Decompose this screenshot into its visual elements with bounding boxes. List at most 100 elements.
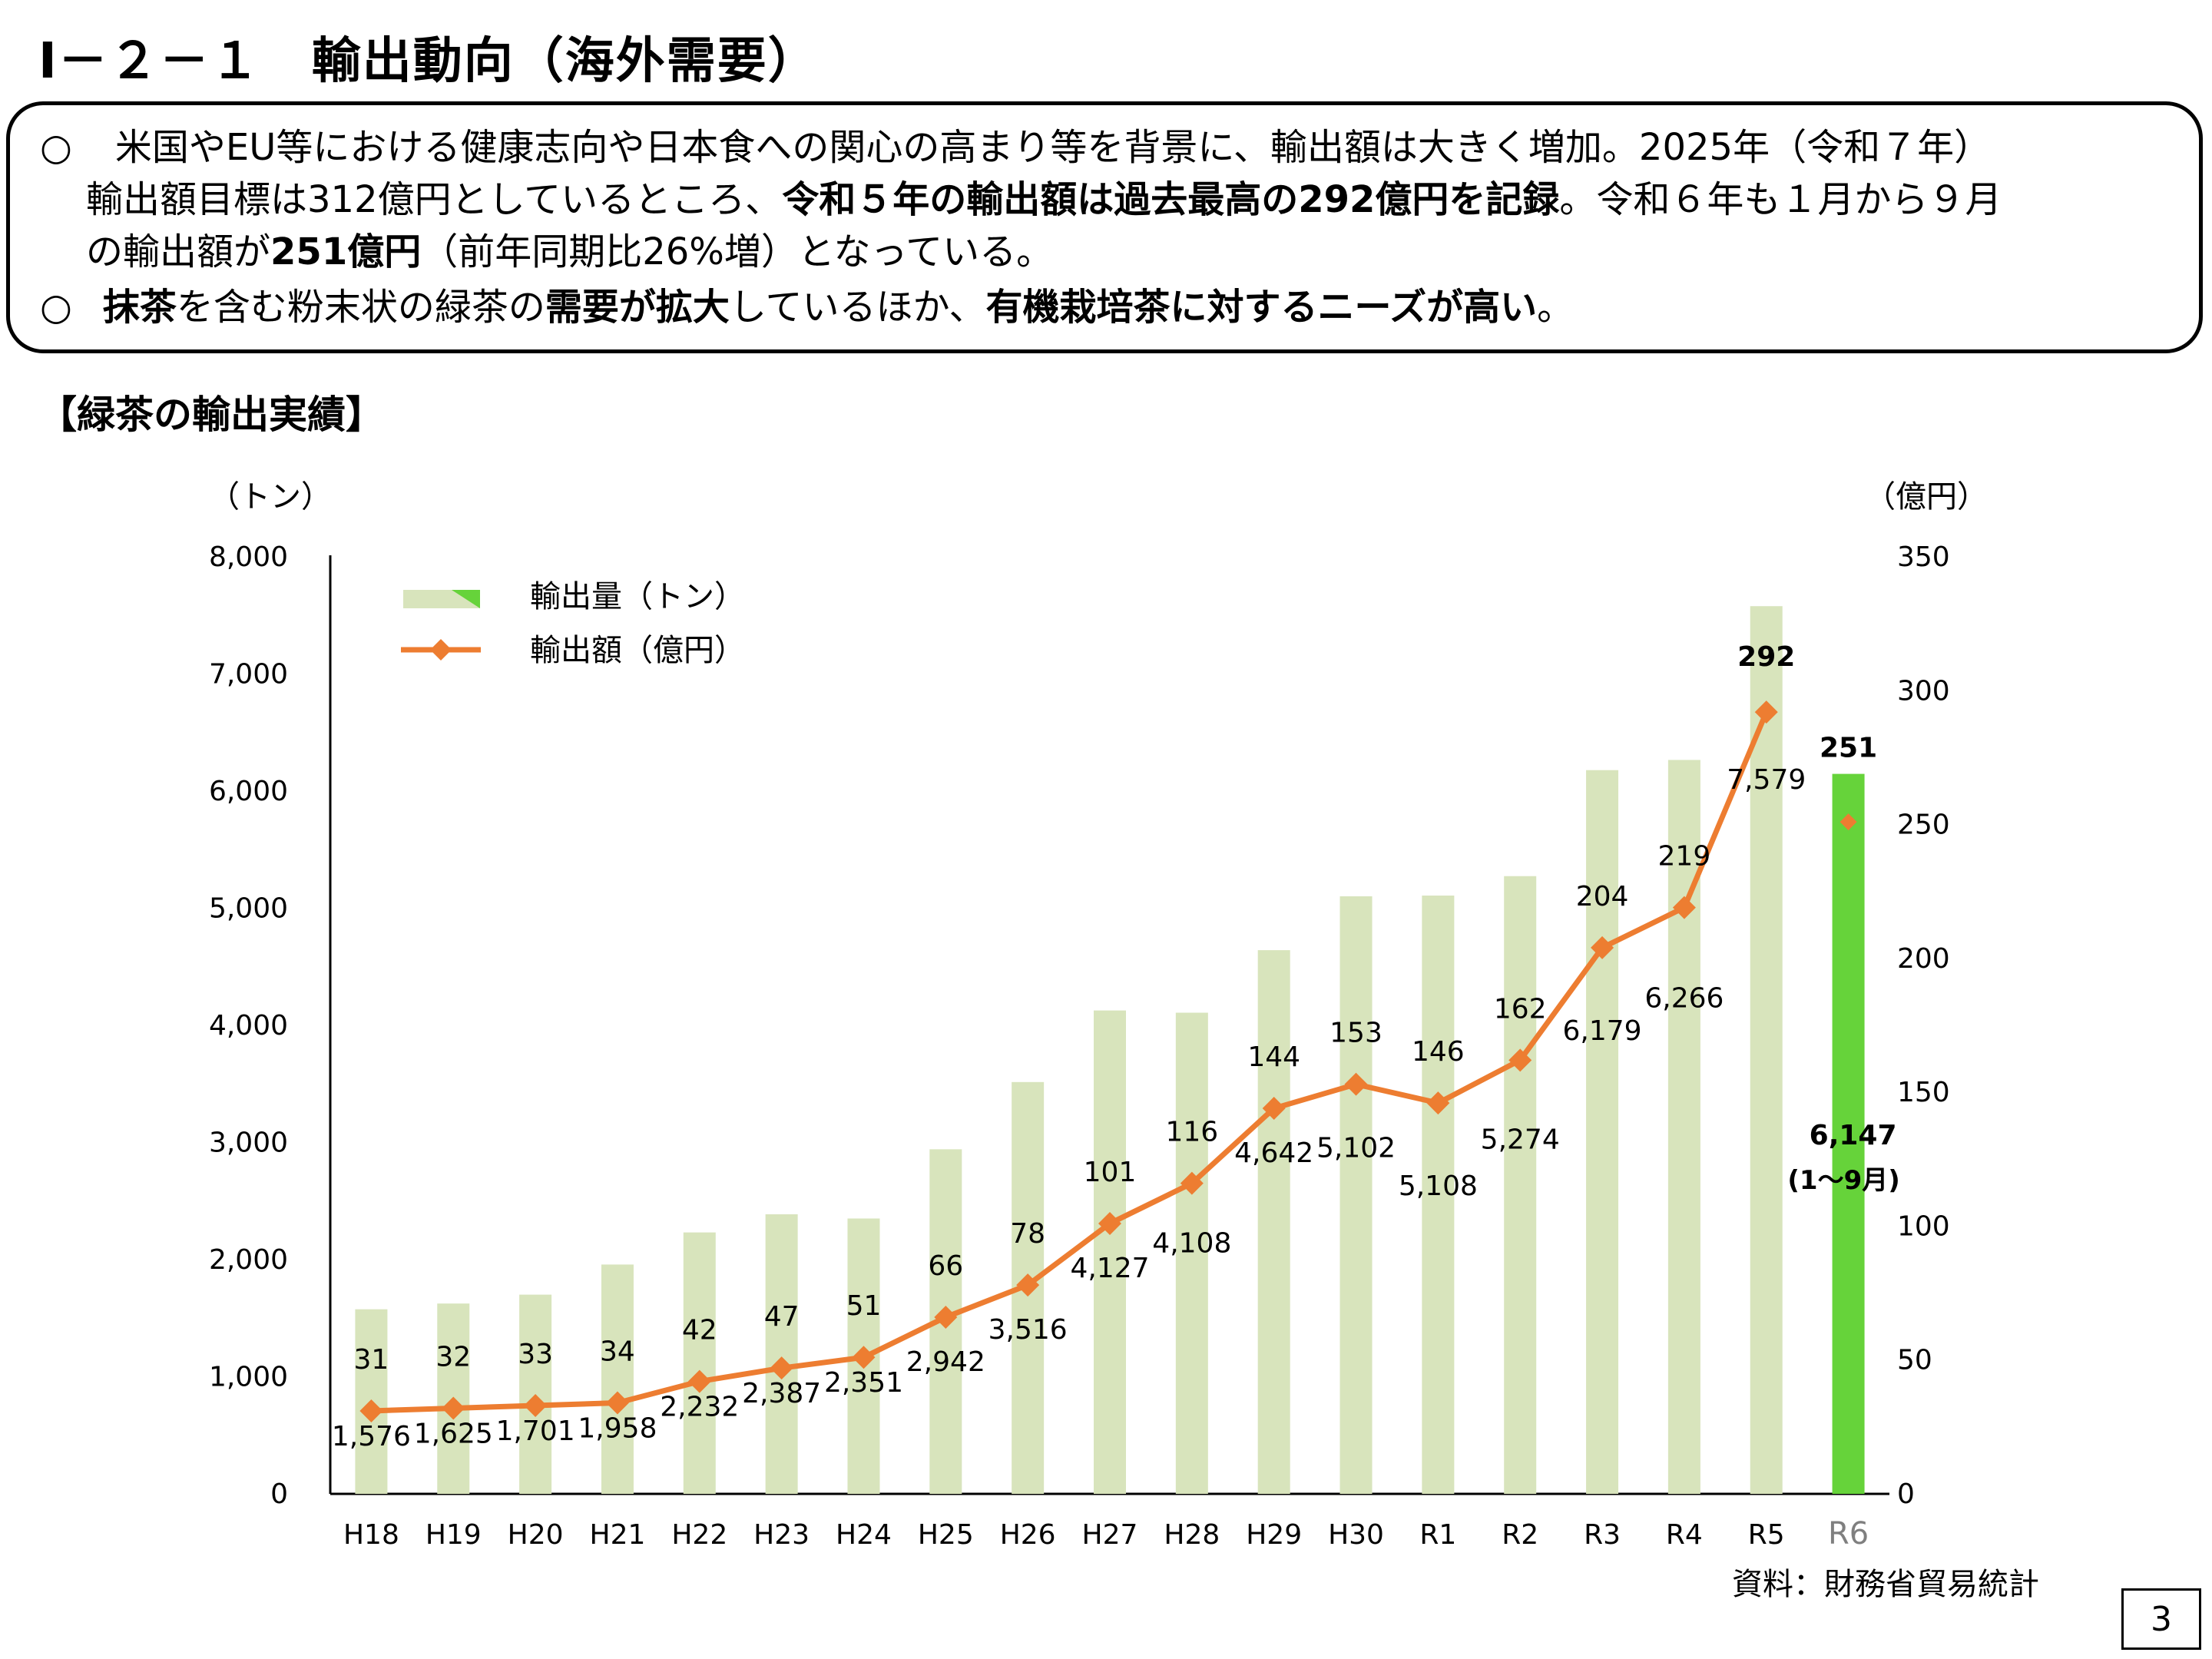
value-label-H20: 33 <box>518 1339 553 1370</box>
marker-H24 <box>852 1346 876 1369</box>
x-tick-H26: H26 <box>1000 1519 1056 1551</box>
value-label-R4: 219 <box>1658 841 1711 873</box>
bullet-1: ○ <box>40 126 72 169</box>
y-tick-left: 3,000 <box>209 1128 288 1159</box>
y-tick-left: 8,000 <box>209 541 288 573</box>
section-title: 【緑茶の輸出実績】 <box>38 392 384 437</box>
y-tick-left: 5,000 <box>209 893 288 925</box>
marker-H29 <box>1262 1097 1286 1121</box>
volume-label-H23: 2,387 <box>742 1378 821 1409</box>
x-tick-H20: H20 <box>508 1519 564 1551</box>
volume-label-H29: 4,642 <box>1234 1137 1313 1169</box>
export-value-line <box>371 710 1769 1414</box>
x-tick-H25: H25 <box>918 1519 974 1551</box>
value-label-H30: 153 <box>1330 1018 1382 1049</box>
volume-label-H21: 1,958 <box>578 1412 657 1444</box>
marker-H28 <box>1180 1171 1204 1195</box>
x-tick-R2: R2 <box>1502 1519 1538 1551</box>
record-highlight: 令和５年の輸出額は過去最高の292億円を記録 <box>782 178 1560 221</box>
marker-R4 <box>1672 896 1696 919</box>
bar-R5 <box>1750 606 1783 1494</box>
y-tick-left: 0 <box>270 1479 288 1510</box>
y-tick-right: 100 <box>1897 1210 1950 1242</box>
x-tick-H21: H21 <box>590 1519 646 1551</box>
x-tick-R5: R5 <box>1748 1519 1785 1551</box>
volume-label-H25: 2,942 <box>906 1346 985 1378</box>
volume-label-H19: 1,625 <box>414 1418 493 1449</box>
volume-label-H26: 3,516 <box>988 1314 1068 1346</box>
x-tick-H29: H29 <box>1246 1519 1302 1551</box>
marker-R2 <box>1508 1048 1532 1072</box>
bar-H29 <box>1257 950 1290 1494</box>
x-tick-R4: R4 <box>1666 1519 1703 1551</box>
summary-line-3: の輸出額が251億円（前年同期比26%増）となっている。 <box>86 230 1054 273</box>
page-number: 3 <box>2121 1588 2201 1650</box>
x-tick-R6: R6 <box>1828 1516 1869 1551</box>
bar-R1 <box>1422 896 1455 1494</box>
legend-value-label: 輸出額（億円） <box>530 633 745 668</box>
volume-label-R5: 7,579 <box>1727 764 1806 796</box>
volume-label-R4: 6,266 <box>1644 983 1724 1015</box>
value-label-H29: 144 <box>1247 1041 1300 1073</box>
summary-line-2: 輸出額目標は312億円としているところ、令和５年の輸出額は過去最高の292億円を… <box>86 178 2002 221</box>
marker-H18 <box>359 1399 383 1422</box>
x-tick-R1: R1 <box>1419 1519 1456 1551</box>
marker-H23 <box>770 1356 793 1380</box>
marker-H22 <box>687 1369 711 1393</box>
bar-H21 <box>601 1264 634 1494</box>
y-tick-left: 7,000 <box>209 659 288 690</box>
volume-label-H24: 2,351 <box>824 1367 903 1399</box>
export-value-highlight: 251億円 <box>270 230 422 273</box>
legend-marker-swatch <box>430 639 452 661</box>
x-tick-H24: H24 <box>836 1519 892 1551</box>
value-label-H19: 32 <box>435 1341 471 1373</box>
marker-H25 <box>934 1305 958 1329</box>
marker-H30 <box>1344 1072 1368 1096</box>
y-tick-right: 150 <box>1897 1077 1950 1108</box>
value-label-R1: 146 <box>1412 1036 1465 1068</box>
volume-label-H22: 2,232 <box>660 1392 739 1423</box>
summary-box <box>6 101 2203 353</box>
y-tick-right: 250 <box>1897 810 1950 841</box>
bar-H30 <box>1339 896 1373 1494</box>
marker-R6 <box>1839 813 1857 831</box>
y-tick-right: 350 <box>1897 541 1950 573</box>
value-label-H22: 42 <box>682 1315 717 1346</box>
x-tick-H18: H18 <box>343 1519 399 1551</box>
x-tick-H22: H22 <box>671 1519 727 1551</box>
marker-H19 <box>442 1396 465 1420</box>
marker-H26 <box>1016 1273 1040 1297</box>
volume-label-R2: 5,274 <box>1481 1124 1560 1155</box>
value-label-H23: 47 <box>764 1301 800 1333</box>
y-tick-left: 2,000 <box>209 1244 288 1276</box>
marker-R3 <box>1591 935 1614 959</box>
value-label-H21: 34 <box>600 1336 635 1367</box>
x-tick-H28: H28 <box>1164 1519 1220 1551</box>
marker-H27 <box>1098 1211 1121 1235</box>
y-axis-left-unit: （トン） <box>209 479 332 515</box>
value-label-H18: 31 <box>354 1344 389 1376</box>
volume-label-H18: 1,576 <box>332 1421 411 1452</box>
volume-label-H20: 1,701 <box>496 1416 575 1447</box>
value-label-R6: 251 <box>1820 733 1877 764</box>
y-tick-right: 200 <box>1897 943 1950 975</box>
value-label-H27: 101 <box>1084 1157 1137 1188</box>
y-tick-left: 1,000 <box>209 1362 288 1393</box>
y-tick-right: 50 <box>1897 1345 1932 1376</box>
bar-H23 <box>765 1214 798 1494</box>
value-label-H26: 78 <box>1010 1218 1045 1250</box>
marker-R1 <box>1426 1091 1450 1115</box>
marker-H21 <box>605 1391 629 1415</box>
bar-H27 <box>1094 1010 1126 1494</box>
source-note: 資料：財務省貿易統計 <box>1732 1567 2039 1602</box>
volume-label-H27: 4,127 <box>1070 1253 1149 1284</box>
bar-H28 <box>1175 1012 1208 1494</box>
value-label-R5: 292 <box>1737 641 1795 673</box>
value-label-H28: 116 <box>1165 1117 1218 1148</box>
x-tick-H23: H23 <box>753 1519 810 1551</box>
bar-R2 <box>1504 876 1537 1494</box>
marker-H20 <box>524 1393 548 1417</box>
y-tick-right: 300 <box>1897 675 1950 707</box>
volume-label-H30: 5,102 <box>1316 1133 1396 1164</box>
bar-H22 <box>683 1232 716 1494</box>
